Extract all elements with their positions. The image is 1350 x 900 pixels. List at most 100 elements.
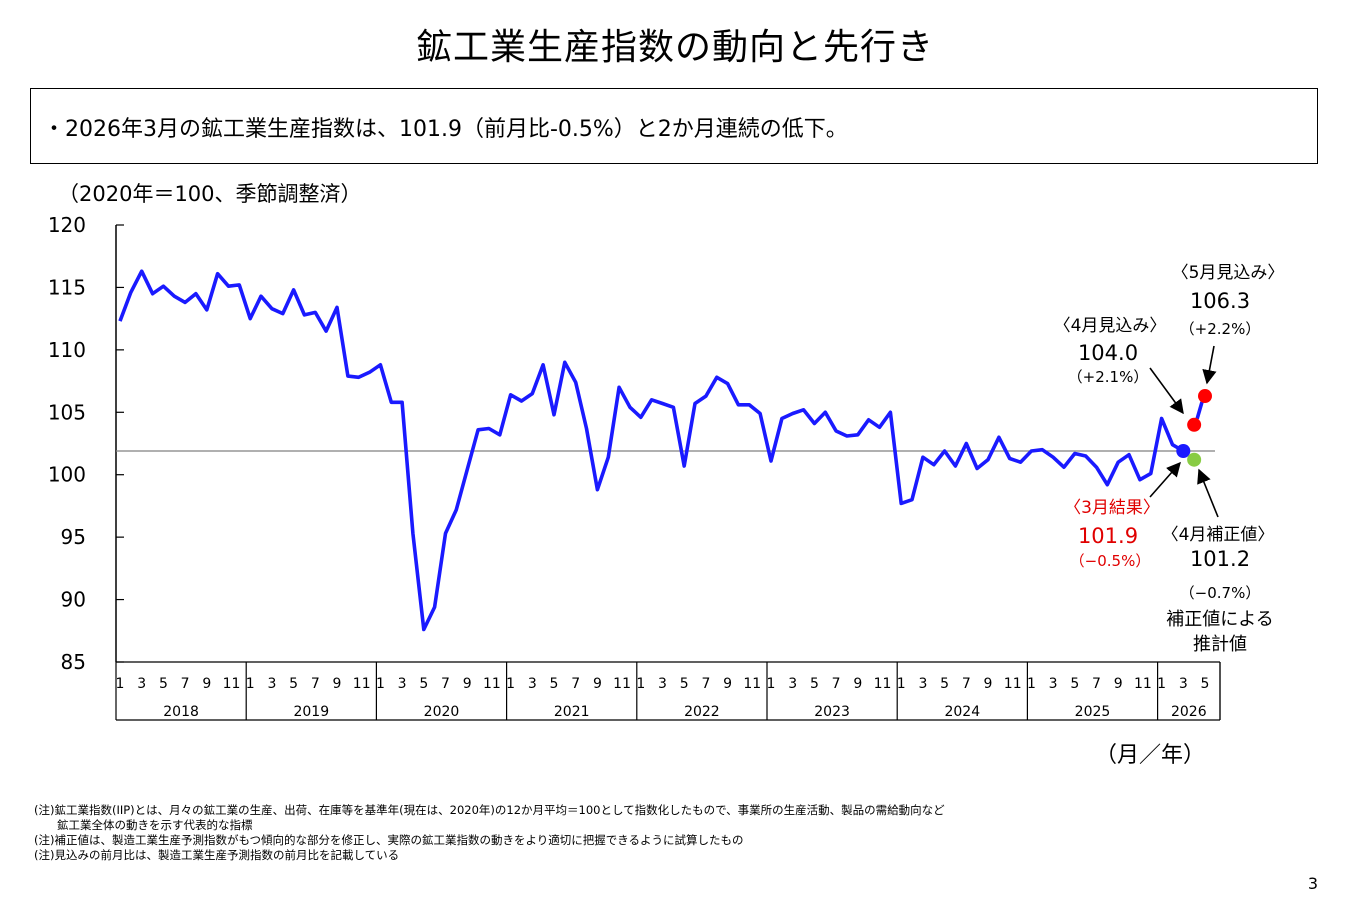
april-adjusted-label: 〈4月補正値〉 xyxy=(1162,525,1275,545)
month-tick-label: 5 xyxy=(550,676,559,692)
year-label: 2024 xyxy=(944,704,980,720)
month-tick-label: 1 xyxy=(1157,676,1166,692)
april-forecast-point xyxy=(1187,417,1202,432)
month-tick-label: 11 xyxy=(743,676,761,692)
month-tick-label: 7 xyxy=(701,676,710,692)
year-label: 2021 xyxy=(554,704,590,720)
april-adjusted-change: （−0.7%） xyxy=(1180,584,1261,602)
month-tick-label: 5 xyxy=(419,676,428,692)
year-label: 2025 xyxy=(1075,704,1111,720)
march-result-change: （−0.5%） xyxy=(1070,552,1151,570)
month-tick-label: 11 xyxy=(874,676,892,692)
month-tick-label: 11 xyxy=(1004,676,1022,692)
y-tick-label: 90 xyxy=(61,588,86,612)
april-forecast-label: 〈4月見込み〉 xyxy=(1054,316,1167,336)
y-tick-label: 95 xyxy=(61,525,86,549)
summary-text: ・2026年3月の鉱工業生産指数は、101.9（前月比-0.5%）と2か月連続の… xyxy=(43,117,848,142)
y-tick-label: 85 xyxy=(61,650,86,674)
month-tick-label: 3 xyxy=(137,676,146,692)
month-tick-label: 3 xyxy=(918,676,927,692)
april-adjusted-note-2: 推計値 xyxy=(1193,634,1247,655)
y-tick-label: 100 xyxy=(48,463,86,487)
annotation-layer: 〈5月見込み〉 106.3 （+2.2%） 〈4月見込み〉 104.0 （+2.1%） 〈3… xyxy=(1054,263,1285,655)
year-label: 2020 xyxy=(424,704,460,720)
month-tick-label: 3 xyxy=(658,676,667,692)
month-tick-label: 3 xyxy=(1179,676,1188,692)
april-adjusted-value: 101.2 xyxy=(1190,547,1250,571)
march-result-arrow xyxy=(1149,461,1181,498)
month-tick-label: 5 xyxy=(1201,676,1210,692)
chart-axes xyxy=(115,225,1221,721)
month-tick-label: 3 xyxy=(267,676,276,692)
month-tick-label: 5 xyxy=(1070,676,1079,692)
month-tick-label: 1 xyxy=(246,676,255,692)
month-tick-label: 1 xyxy=(376,676,385,692)
month-tick-label: 9 xyxy=(593,676,602,692)
month-tick-label: 9 xyxy=(723,676,732,692)
month-tick-label: 5 xyxy=(289,676,298,692)
month-tick-label: 11 xyxy=(1134,676,1152,692)
may-forecast-label: 〈5月見込み〉 xyxy=(1172,263,1285,283)
april-forecast-change: （+2.1%） xyxy=(1068,368,1149,386)
april-adjusted-arrow xyxy=(1197,468,1219,518)
month-tick-label: 9 xyxy=(202,676,211,692)
year-label: 2022 xyxy=(684,704,720,720)
month-tick-label: 5 xyxy=(680,676,689,692)
footnote-line: (注)見込みの前月比は、製造工業生産予測指数の前月比を記載している xyxy=(34,848,400,862)
month-tick-label: 3 xyxy=(1049,676,1058,692)
month-tick-label: 9 xyxy=(984,676,993,692)
month-tick-label: 1 xyxy=(636,676,645,692)
y-tick-label: 105 xyxy=(48,400,86,424)
footnote-line: 鉱工業全体の動きを示す代表的な指標 xyxy=(34,818,253,832)
month-tick-label: 3 xyxy=(398,676,407,692)
march-result-point xyxy=(1176,443,1191,458)
month-tick-label: 11 xyxy=(353,676,371,692)
year-label: 2023 xyxy=(814,704,850,720)
april-adjusted-point xyxy=(1187,452,1202,467)
month-tick-label: 7 xyxy=(441,676,450,692)
month-tick-label: 3 xyxy=(528,676,537,692)
month-tick-label: 9 xyxy=(463,676,472,692)
month-tick-label: 7 xyxy=(311,676,320,692)
month-tick-label: 11 xyxy=(483,676,501,692)
month-tick-label: 5 xyxy=(810,676,819,692)
page-title: 鉱工業生産指数の動向と先行き xyxy=(415,27,934,68)
month-tick-label: 3 xyxy=(788,676,797,692)
month-tick-label: 1 xyxy=(1027,676,1036,692)
month-tick-label: 5 xyxy=(940,676,949,692)
y-tick-label: 120 xyxy=(48,213,86,237)
summary-box: ・2026年3月の鉱工業生産指数は、101.9（前月比-0.5%）と2か月連続の… xyxy=(30,88,1318,164)
march-result-label: 〈3月結果〉 xyxy=(1064,498,1160,518)
april-forecast-value: 104.0 xyxy=(1078,341,1138,365)
year-label: 2018 xyxy=(163,704,199,720)
month-tick-label: 9 xyxy=(1114,676,1123,692)
y-tick-label: 110 xyxy=(48,338,86,362)
may-forecast-change: （+2.2%） xyxy=(1180,320,1261,338)
may-forecast-value: 106.3 xyxy=(1190,289,1250,313)
month-tick-label: 1 xyxy=(506,676,515,692)
month-tick-label: 9 xyxy=(853,676,862,692)
series-line xyxy=(118,269,1185,632)
month-tick-label: 1 xyxy=(767,676,776,692)
series-layer xyxy=(118,269,1212,632)
month-tick-label: 11 xyxy=(223,676,241,692)
footnote-line: (注)鉱工業指数(IIP)とは、月々の鉱工業の生産、出荷、在庫等を基準年(現在は… xyxy=(34,803,945,817)
month-tick-label: 9 xyxy=(333,676,342,692)
x-axis-unit-label: （月／年） xyxy=(1095,743,1206,768)
month-tick-label: 7 xyxy=(962,676,971,692)
april-forecast-arrow xyxy=(1149,367,1184,415)
unit-label: （2020年＝100、季節調整済） xyxy=(58,182,362,206)
forecast-segment xyxy=(1195,401,1204,420)
y-axis-ticks: 120 115 110 105 100 95 90 85 xyxy=(48,213,124,674)
month-tick-label: 7 xyxy=(832,676,841,692)
y-tick-label: 115 xyxy=(48,275,86,299)
april-adjusted-note-1: 補正値による xyxy=(1166,609,1273,630)
page-number: 3 xyxy=(1307,874,1318,893)
footnote-line: (注)補正値は、製造工業生産予測指数がもつ傾向的な部分を修正し、実際の鉱工業指数… xyxy=(34,833,744,847)
may-forecast-point xyxy=(1198,389,1212,404)
month-tick-label: 1 xyxy=(897,676,906,692)
month-tick-label: 1 xyxy=(116,676,125,692)
month-tick-label: 7 xyxy=(181,676,190,692)
